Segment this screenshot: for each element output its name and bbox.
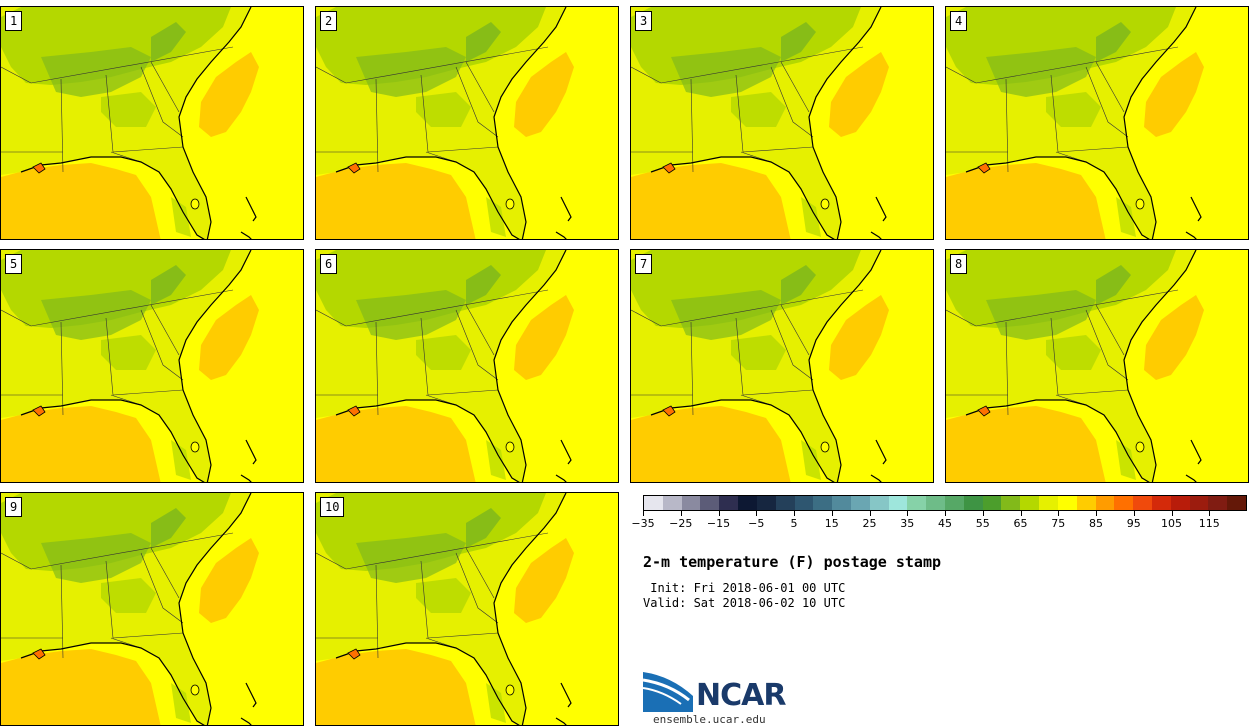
colorbar-swatch [907,496,927,510]
colorbar-tick-label: 25 [862,517,877,530]
colorbar-tick-label: −25 [669,517,693,530]
member-map-5: 5 [0,249,304,483]
colorbar-tick [1133,511,1135,516]
colorbar-tick-label: 75 [1051,517,1066,530]
colorbar-swatch [945,496,964,510]
colorbar-swatch [738,496,757,510]
member-label: 6 [320,254,338,274]
colorbar-tick [794,511,795,516]
member-map-10: 10 [315,492,619,726]
ncar-logo-text: NCAR [696,678,786,713]
colorbar-swatch [1208,496,1228,510]
colorbar-ticks: −35 −25 −15 −5 5 15 25 35 45 55 65 75 85 95 105 115 [631,511,1247,531]
colorbar-swatch [1095,496,1115,510]
colorbar-swatch [1133,496,1152,510]
colorbar-swatch [1170,496,1190,510]
member-label: 2 [320,11,338,31]
colorbar-swatch [1020,496,1040,510]
colorbar-tick-label: 95 [1126,517,1141,530]
colorbar-tick-label: 5 [790,517,798,530]
member-map-8: 8 [945,249,1249,483]
logo-url: ensemble.ucar.edu [653,713,766,726]
colorbar-swatch [700,496,720,510]
member-map-7: 7 [630,249,934,483]
colorbar-tick [1096,511,1097,516]
colorbar-tick [1020,511,1022,516]
colorbar-tick-label: 115 [1198,517,1220,530]
member-map-4: 4 [945,6,1249,240]
colorbar-swatch [719,496,739,510]
colorbar-swatch [1151,496,1171,510]
colorbar-tick [982,511,984,516]
colorbar-swatch [1076,496,1096,510]
member-label: 7 [635,254,653,274]
colorbar-swatch [832,496,851,510]
ncar-logo-icon [643,672,693,712]
colorbar-swatch [926,496,945,510]
colorbar-swatch [982,496,1002,510]
colorbar-tick-label: −5 [748,517,765,530]
member-map-6: 6 [315,249,619,483]
colorbar-swatch [644,496,663,510]
colorbar-swatch [813,496,833,510]
colorbar-swatch [1227,496,1246,510]
colorbar-tick [907,511,909,516]
valid-time: Valid: Sat 2018-06-02 10 UTC [643,596,846,610]
colorbar-tick [869,511,871,516]
colorbar-swatch [850,496,870,510]
colorbar-swatch [775,496,795,510]
member-map-2: 2 [315,6,619,240]
member-label: 3 [635,11,653,31]
colorbar-tick [831,511,833,516]
colorbar-tick-label: 45 [938,517,952,530]
colorbar-tick-label: 105 [1161,517,1182,530]
member-label: 9 [5,497,23,517]
colorbar-tick [1058,511,1060,516]
colorbar-swatch [1039,496,1058,510]
colorbar-swatch [662,496,682,510]
member-label: 10 [320,497,345,517]
colorbar-tick [680,511,682,516]
colorbar-tick-label: 55 [975,517,990,530]
colorbar-tick-label: 65 [1013,517,1028,530]
colorbar-tick [945,511,946,516]
colorbar-swatch [1114,496,1134,510]
colorbar-swatch [869,496,889,510]
member-map-3: 3 [630,6,934,240]
colorbar-swatch [681,496,701,510]
colorbar-swatch [1189,496,1209,510]
colorbar-tick-label: −35 [631,517,655,530]
colorbar-tick-label: 85 [1089,517,1103,530]
colorbar-swatch [888,496,908,510]
colorbar-tick [643,511,644,516]
temperature-colorbar [643,495,1247,511]
init-time: Init: Fri 2018-06-01 00 UTC [643,581,846,595]
chart-title: 2-m temperature (F) postage stamp [643,553,942,571]
colorbar-tick [1209,511,1211,516]
member-label: 4 [950,11,968,31]
member-map-1: 1 [0,6,304,240]
colorbar-tick-label: −15 [706,517,731,530]
colorbar-tick [718,511,720,516]
colorbar-tick [1171,511,1173,516]
member-label: 1 [5,11,23,31]
member-map-9: 9 [0,492,304,726]
colorbar-swatch [1001,496,1021,510]
colorbar-tick-label: 15 [824,517,839,530]
colorbar-swatch [963,496,983,510]
colorbar-tick-label: 35 [900,517,915,530]
colorbar-tick [756,511,758,516]
colorbar-swatch [794,496,814,510]
member-label: 8 [950,254,968,274]
colorbar-swatch [756,496,776,510]
colorbar-swatch [1057,496,1077,510]
member-label: 5 [5,254,23,274]
